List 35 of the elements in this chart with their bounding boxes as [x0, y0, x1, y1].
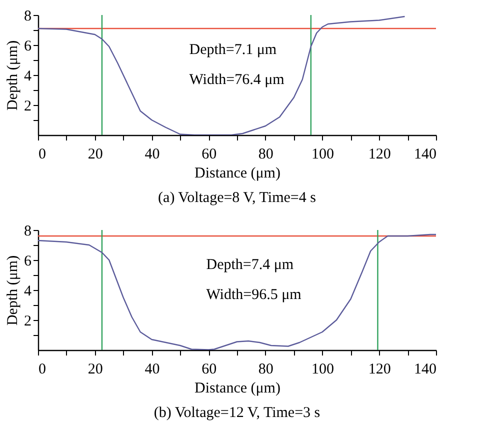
y-axis-title: Depth (μm): [5, 255, 21, 326]
y-tick-label: 4: [24, 284, 32, 300]
x-axis-title: Distance (μm): [194, 166, 280, 182]
annotation: Width=76.4 μm: [189, 72, 285, 88]
x-tick-label: 60: [202, 362, 217, 378]
y-tick-label: 4: [24, 68, 32, 84]
annotation: Width=96.5 μm: [206, 287, 302, 303]
x-tick-label: 40: [144, 362, 160, 378]
text: (a) Voltage=8 V, Time=4 s: [158, 190, 316, 206]
x-tick-label: 80: [258, 146, 274, 162]
x-tick-label: 20: [88, 146, 103, 162]
x-tick-label: 120: [368, 146, 391, 162]
y-tick-label: 8: [24, 224, 32, 240]
x-tick-label: 80: [258, 362, 274, 378]
x-tick-label: 60: [202, 146, 217, 162]
x-tick-label: 120: [368, 362, 391, 378]
y-tick-label: 8: [24, 8, 32, 24]
x-tick-label: 140: [414, 146, 436, 162]
x-tick-label: 140: [414, 362, 436, 378]
y-tick-label: 2: [24, 314, 32, 330]
line-series: [38, 16, 406, 135]
x-tick-label: 20: [88, 362, 103, 378]
x-tick-label: 100: [312, 146, 334, 162]
x-tick-label: 100: [312, 362, 334, 378]
y-tick-label: 6: [24, 38, 32, 54]
text: (b) Voltage=12 V, Time=3 s: [154, 405, 320, 421]
annotation: Depth=7.4 μm: [206, 257, 294, 273]
y-tick-label: 6: [24, 254, 32, 270]
x-tick-label: 40: [144, 146, 160, 162]
x-axis-title: Distance (μm): [194, 380, 280, 396]
annotation: Depth=7.1 μm: [189, 42, 277, 58]
x-tick-label: 0: [38, 146, 46, 162]
y-axis-title: Depth (μm): [5, 40, 21, 111]
x-tick-label: 0: [38, 362, 46, 378]
y-tick-label: 2: [24, 98, 32, 114]
